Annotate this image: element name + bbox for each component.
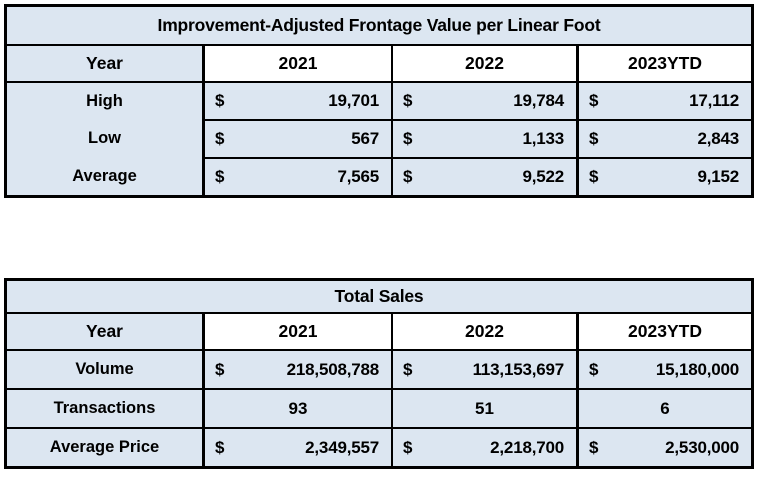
frontage-label-low: Low — [7, 119, 202, 157]
frontage-header-2021: 2021 — [202, 44, 391, 81]
sales-label-average-price: Average Price — [7, 427, 202, 466]
currency-symbol: $ — [403, 91, 413, 110]
cell-transactions-2021: 93 — [202, 388, 391, 427]
cell-transactions-2022: 51 — [391, 388, 576, 427]
cell-high-2023ytd: $ 17,112 — [576, 81, 751, 119]
cell-volume-2021: $ 218,508,788 — [202, 349, 391, 388]
cell-average-price-2023ytd: $ 2,530,000 — [576, 427, 751, 466]
frontage-header-year: Year — [7, 44, 202, 81]
frontage-header-2023ytd: 2023YTD — [576, 44, 751, 81]
cell-average-price-2022: $ 2,218,700 — [391, 427, 576, 466]
cell-value: 51 — [475, 398, 494, 418]
currency-symbol: $ — [215, 91, 225, 110]
cell-value: 567 — [351, 129, 379, 148]
cell-average-2022: $ 9,522 — [391, 157, 576, 195]
cell-value: 2,218,700 — [490, 437, 564, 457]
cell-low-2021: $ 567 — [202, 119, 391, 157]
sales-header-year: Year — [7, 312, 202, 349]
frontage-row-high: High $ 19,701 $ 19,784 $ 17,112 — [7, 81, 751, 119]
sales-header-2022: 2022 — [391, 312, 576, 349]
currency-symbol: $ — [589, 91, 599, 110]
frontage-row-average: Average $ 7,565 $ 9,522 $ 9,152 — [7, 157, 751, 195]
currency-symbol: $ — [403, 359, 413, 379]
cell-volume-2023ytd: $ 15,180,000 — [576, 349, 751, 388]
sales-title-row: Total Sales — [7, 281, 751, 312]
frontage-label-high: High — [7, 81, 202, 119]
cell-value: 113,153,697 — [472, 359, 565, 379]
sales-header-2023ytd: 2023YTD — [576, 312, 751, 349]
sales-label-volume: Volume — [7, 349, 202, 388]
cell-value: 17,112 — [689, 91, 739, 110]
currency-symbol: $ — [589, 167, 599, 186]
cell-average-2021: $ 7,565 — [202, 157, 391, 195]
sales-table-title: Total Sales — [7, 281, 751, 312]
sales-header-2021: 2021 — [202, 312, 391, 349]
frontage-value-table: Improvement-Adjusted Frontage Value per … — [4, 4, 754, 198]
cell-low-2023ytd: $ 2,843 — [576, 119, 751, 157]
cell-value: 2,530,000 — [665, 437, 739, 457]
sales-label-transactions: Transactions — [7, 388, 202, 427]
cell-average-price-2021: $ 2,349,557 — [202, 427, 391, 466]
cell-value: 15,180,000 — [655, 359, 739, 379]
currency-symbol: $ — [589, 129, 599, 148]
cell-value: 93 — [288, 398, 308, 418]
cell-average-2023ytd: $ 9,152 — [576, 157, 751, 195]
currency-symbol: $ — [215, 437, 225, 457]
currency-symbol: $ — [403, 167, 413, 186]
cell-value: 6 — [660, 398, 670, 418]
sales-row-volume: Volume $ 218,508,788 $ 113,153,697 $ 15,… — [7, 349, 751, 388]
cell-value: 1,133 — [522, 129, 564, 148]
frontage-label-average: Average — [7, 157, 202, 195]
cell-value: 218,508,788 — [286, 359, 380, 379]
cell-transactions-2023ytd: 6 — [576, 388, 751, 427]
cell-value: 19,701 — [328, 91, 379, 110]
currency-symbol: $ — [215, 167, 225, 186]
frontage-header-2022: 2022 — [391, 44, 576, 81]
frontage-row-low: Low $ 567 $ 1,133 $ 2,843 — [7, 119, 751, 157]
frontage-header-row: Year 2021 2022 2023YTD — [7, 44, 751, 81]
cell-low-2022: $ 1,133 — [391, 119, 576, 157]
cell-volume-2022: $ 113,153,697 — [391, 349, 576, 388]
frontage-table-title: Improvement-Adjusted Frontage Value per … — [7, 7, 751, 44]
sales-header-row: Year 2021 2022 2023YTD — [7, 312, 751, 349]
cell-high-2022: $ 19,784 — [391, 81, 576, 119]
cell-value: 2,349,557 — [305, 437, 379, 457]
sales-row-average-price: Average Price $ 2,349,557 $ 2,218,700 $ … — [7, 427, 751, 466]
currency-symbol: $ — [589, 359, 599, 379]
currency-symbol: $ — [589, 437, 599, 457]
currency-symbol: $ — [403, 129, 413, 148]
sales-row-transactions: Transactions 93 51 6 — [7, 388, 751, 427]
currency-symbol: $ — [215, 359, 225, 379]
cell-high-2021: $ 19,701 — [202, 81, 391, 119]
cell-value: 9,152 — [697, 167, 739, 186]
total-sales-table: Total Sales Year 2021 2022 2023YTD Volum… — [4, 278, 754, 469]
cell-value: 9,522 — [522, 167, 564, 186]
currency-symbol: $ — [215, 129, 225, 148]
cell-value: 2,843 — [697, 129, 739, 148]
frontage-title-row: Improvement-Adjusted Frontage Value per … — [7, 7, 751, 44]
cell-value: 19,784 — [513, 91, 564, 110]
cell-value: 7,565 — [337, 167, 379, 186]
currency-symbol: $ — [403, 437, 413, 457]
